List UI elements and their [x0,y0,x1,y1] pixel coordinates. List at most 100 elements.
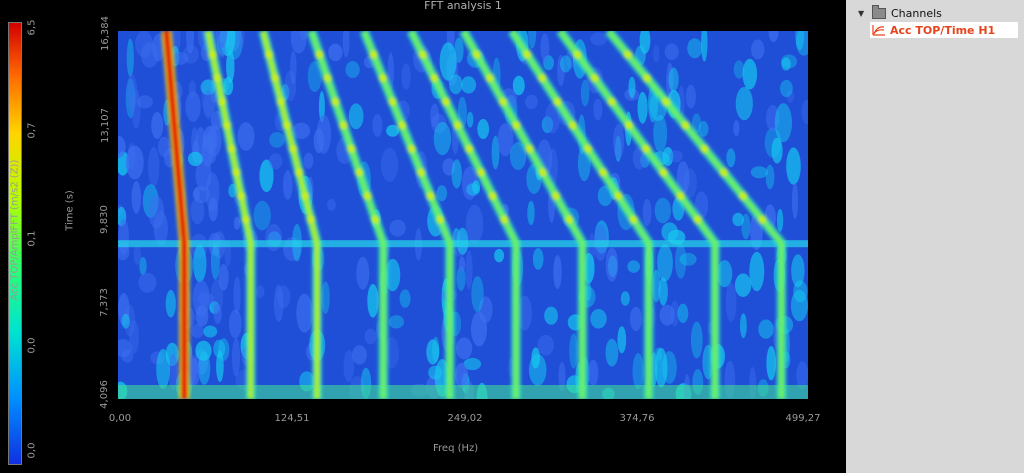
noise-blob [172,52,189,65]
collapse-arrow-icon[interactable]: ▼ [858,8,865,18]
noise-blob [766,104,780,132]
order-hotspot [642,144,651,153]
order-hotspot [436,215,445,224]
noise-blob [509,142,527,171]
noise-blob [321,281,330,314]
colorbar-tick-3: 0,1 [26,230,38,247]
noise-blob [118,218,129,256]
channels-group-label: Channels [891,6,942,20]
noise-blob [791,254,805,288]
noise-blob [471,311,487,347]
noise-blob [786,147,801,185]
channel-waveform-icon [872,25,885,36]
noise-blob [290,50,297,85]
noise-blob [541,116,554,134]
order-hotspot [538,168,547,177]
noise-blob [669,150,683,163]
channels-group[interactable]: ▼ Channels [858,4,942,21]
chart-title: FFT analysis 1 [424,0,502,12]
noise-blob [439,42,457,81]
noise-blob [774,103,793,143]
order-hotspot [283,121,292,130]
noise-blob [620,291,630,306]
noise-blob [637,91,648,124]
noise-blob [617,326,627,354]
noise-blob [477,119,490,139]
order-hotspot [551,192,560,200]
noise-blob [430,103,440,128]
noise-blob [352,345,367,365]
noise-blob [356,256,370,290]
noise-blob [685,84,697,109]
noise-blob [269,132,285,148]
noise-blob [590,309,607,329]
order-hotspot [681,121,690,130]
noise-blob [664,43,679,61]
order-hotspot [607,97,616,106]
order-hotspot [485,74,494,83]
colorbar-tick-1: 6,5 [26,19,38,36]
noise-blob [657,244,673,282]
order-hotspot [417,168,426,177]
noise-blob [292,122,311,139]
order-hotspot [623,50,632,59]
order-hotspot [590,74,599,83]
noise-blob [605,338,619,367]
order-hotspot [614,192,623,200]
noise-blob [205,150,217,164]
noise-blob [588,359,599,386]
noise-blob [662,351,677,384]
noise-blob [232,337,240,377]
noise-blob [436,185,448,202]
order-hotspot [331,97,340,106]
noise-blob [121,313,130,329]
noise-blob [793,280,808,303]
x-tick-1: 0,00 [108,413,132,424]
spectrogram[interactable] [118,31,808,399]
noise-blob [494,248,505,263]
noise-blob [131,181,141,214]
noise-blob [255,285,265,299]
noise-blob [781,57,791,71]
order-hotspot [477,168,485,177]
order-hotspot [241,215,250,224]
noise-blob [284,70,297,101]
order-hotspot [295,168,303,177]
noise-blob [203,90,215,120]
noise-blob [432,336,440,363]
noise-blob [795,31,805,51]
order-hotspot [525,144,534,153]
order-hotspot [315,50,324,59]
noise-blob [367,283,379,318]
channel-item[interactable]: Acc TOP/Time H1 [870,22,1018,38]
noise-blob [200,79,216,96]
order-hotspot [629,215,638,224]
noise-blob [652,269,661,303]
noise-blob [433,121,452,156]
order-hotspot [213,74,222,83]
noise-blob [156,348,170,389]
noise-blob [136,95,153,109]
noise-blob [165,289,176,318]
spectrogram-plot[interactable] [118,31,808,399]
noise-blob [233,276,241,314]
noise-blob [740,313,747,339]
noise-blob [138,272,157,293]
noise-blob [732,212,744,227]
noise-blob [613,124,625,160]
noise-blob [456,266,466,291]
order-hotspot [565,215,574,224]
noise-blob [147,146,160,187]
folder-icon [872,4,886,19]
noise-blob [185,91,201,122]
order-hotspot [277,97,286,106]
noise-blob [461,76,477,94]
order-hotspot [625,121,633,130]
order-hotspot [499,97,508,106]
noise-blob [517,295,532,331]
noise-blob [428,365,443,380]
noise-blob [593,98,603,121]
noise-blob [449,74,463,95]
order-hotspot [323,74,332,83]
order-hotspot [237,192,246,200]
